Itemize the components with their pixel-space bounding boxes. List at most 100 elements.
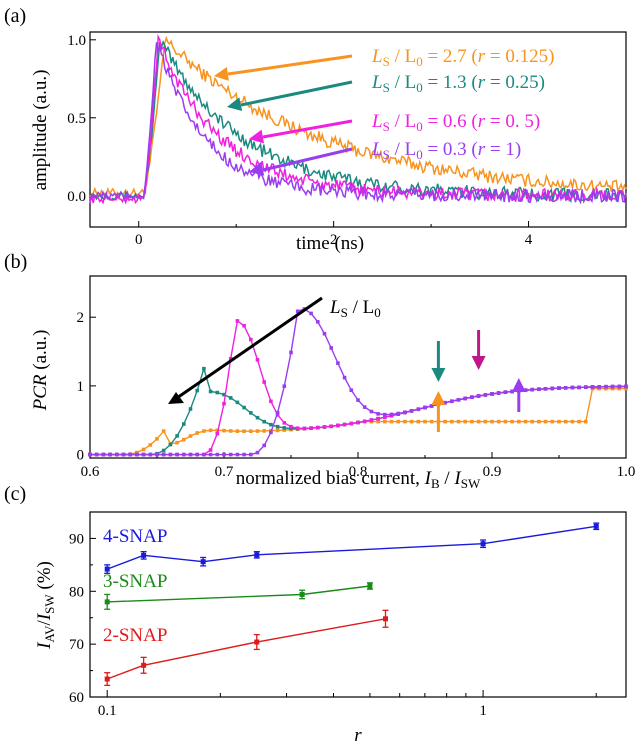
panel-b-marker: [409, 419, 414, 424]
panel-b-marker: [228, 429, 233, 433]
panel-b-marker: [235, 319, 240, 323]
panel-b-marker: [570, 385, 575, 390]
panel-b-marker: [208, 428, 213, 433]
panel-b-marker: [255, 450, 260, 455]
panel-b-marker-arrowhead: [511, 378, 526, 392]
panel-b-marker: [282, 426, 287, 430]
panel-b-marker: [563, 419, 568, 424]
panel-c-point: [200, 559, 206, 565]
panel-b-ytick-label: 0: [77, 448, 85, 464]
panel-b-marker: [195, 388, 199, 393]
panel-c-series-line: [106, 525, 597, 570]
panel-b-marker: [302, 426, 307, 431]
panel-b-marker: [235, 400, 240, 405]
panel-b-marker-arrowhead: [471, 356, 486, 370]
panel-b-marker: [316, 425, 320, 430]
panel-a-xlabel: time (ns): [296, 233, 364, 254]
panel-c-ticks: 0.1 1 60 70 80 90: [69, 531, 597, 719]
panel-c-xtick-label: 0.1: [98, 703, 117, 719]
panel-b-series-line: [90, 308, 627, 456]
panel-b-marker: [570, 419, 575, 424]
panel-c-ytick-label: 90: [69, 531, 84, 547]
panel-c-point: [254, 639, 260, 645]
panel-b-marker: [208, 448, 213, 452]
panel-b-marker: [182, 437, 186, 442]
panel-b-marker-arrowhead: [431, 391, 446, 405]
panel-b-xlabel: normalized bias current, IB / ISW: [236, 468, 481, 491]
panel-b-marker: [429, 404, 434, 408]
panel-b-marker: [396, 411, 400, 416]
panel-c-series-label: 2-SNAP: [103, 625, 167, 646]
panel-b-marker: [389, 412, 394, 417]
panel-b-marker: [275, 428, 280, 433]
panel-c-point: [141, 662, 147, 668]
panel-b-marker: [624, 384, 628, 389]
panel-b-marker: [202, 452, 206, 457]
panel-b-marker: [161, 448, 166, 453]
panel-a-legend-arrow: [262, 119, 353, 139]
panel-b-marker: [262, 443, 266, 448]
panel-b-series-line: [90, 366, 627, 456]
panel-b-marker: [349, 388, 354, 393]
panel-b-marker: [443, 400, 447, 405]
panel-b-marker: [94, 452, 99, 457]
panel-b-marker: [517, 419, 521, 424]
panel-a-ticks: 0 2 4 0.0 0.5 1.0: [67, 33, 627, 248]
panel-b-marker: [249, 429, 253, 433]
panel-b-marker: [483, 393, 488, 397]
panel-b-marker: [543, 419, 548, 424]
panel-b-marker: [188, 434, 193, 438]
panel-b-marker: [202, 429, 206, 433]
panel-b-marker: [148, 452, 153, 457]
panel-b-marker: [275, 424, 280, 429]
panel-b-marker: [269, 430, 273, 435]
panel-b-marker: [195, 452, 199, 457]
panel-b-marker: [503, 419, 508, 424]
panel-b-marker: [202, 366, 206, 371]
panel-c-point: [104, 676, 110, 682]
panel-b-ytick-label: 1: [77, 379, 85, 395]
panel-b-xtick-label: 0.6: [81, 464, 100, 480]
panel-a-legend-arrowhead: [249, 129, 265, 144]
panel-c-xlabel: r: [354, 725, 362, 746]
panel-b-marker: [577, 385, 581, 390]
panel-a-legend-arrow: [227, 54, 353, 76]
panel-b-marker: [88, 452, 92, 457]
panel-b-marker: [269, 399, 273, 404]
panel-c-series-label: 3-SNAP: [103, 571, 167, 592]
panel-b-marker: [175, 452, 179, 457]
panel-b-marker: [329, 346, 333, 350]
panel-b-marker: [322, 331, 327, 336]
panel-b-marker: [242, 429, 246, 434]
panel-b-marker: [262, 380, 266, 384]
panel-b-marker: [289, 350, 293, 355]
panel-b-marker: [188, 452, 193, 457]
panel-a-xtick-label: 2: [330, 232, 338, 248]
panel-b-marker: [423, 419, 427, 424]
panel-b-marker: [523, 419, 528, 424]
panel-b-marker: [262, 429, 266, 433]
panel-b-marker: [389, 419, 394, 424]
panel-b-marker: [175, 434, 179, 438]
panel-b-marker: [188, 407, 193, 411]
panel-c-point: [593, 523, 599, 529]
panel-b-marker: [490, 419, 494, 424]
panel-b-marker: [195, 431, 199, 435]
panel-b-marker: [108, 452, 112, 457]
panel-b-marker: [215, 452, 220, 457]
panel-a-chart: (a) 0 2 4 0.0 0.5 1.0 LS / L0 = 2.7 (r = 0.12…: [4, 5, 627, 254]
panel-b-marker: [295, 426, 300, 430]
panel-c-ytick-label: 60: [69, 690, 84, 706]
panel-b-marker: [584, 385, 588, 389]
panel-b-marker: [128, 452, 132, 457]
panel-a-legend-arrowhead: [227, 97, 243, 112]
panel-b-marker: [369, 418, 374, 422]
panel-b-marker: [470, 419, 474, 424]
panel-b-marker: [604, 384, 608, 389]
panel-b-marker: [590, 385, 595, 389]
panel-b-marker: [155, 452, 159, 457]
panel-a-ytick-label: 0.5: [67, 111, 86, 127]
panel-b-marker: [577, 419, 581, 424]
panel-b-marker: [510, 419, 514, 424]
panel-b-marker: [416, 407, 421, 411]
